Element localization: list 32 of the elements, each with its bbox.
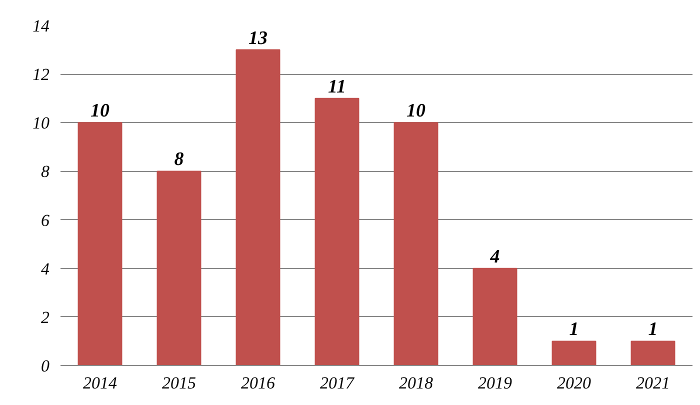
y-tick-label: 12: [32, 65, 50, 84]
x-tick-label: 2020: [557, 374, 592, 392]
data-label: 1: [569, 319, 579, 340]
bar: [78, 122, 122, 366]
x-tick-label: 2018: [399, 374, 434, 392]
x-tick-label: 2019: [478, 374, 512, 392]
y-tick-label: 2: [41, 308, 50, 327]
bar: [236, 49, 280, 366]
y-tick-label: 4: [41, 259, 50, 278]
y-tick-label: 0: [41, 356, 50, 376]
x-tick-label: 2015: [162, 374, 196, 392]
data-label: 13: [248, 28, 268, 49]
data-label: 10: [406, 100, 426, 122]
data-label: 10: [90, 100, 110, 122]
y-tick-label: 10: [32, 114, 50, 133]
data-label: 1: [648, 319, 658, 340]
data-label: 11: [328, 76, 346, 98]
bar: [472, 268, 518, 366]
bar: [394, 122, 438, 366]
bar: [630, 340, 676, 366]
x-tick-label: 2014: [83, 374, 118, 392]
y-tick-label: 6: [41, 210, 50, 230]
x-tick-label: 2021: [636, 374, 670, 392]
y-tick-label: 14: [32, 16, 50, 36]
bar: [156, 170, 202, 366]
bar: [552, 340, 596, 366]
data-label: 8: [174, 149, 184, 170]
bar: [314, 98, 360, 366]
y-tick-label: 8: [41, 162, 50, 182]
data-label: 4: [489, 246, 500, 268]
x-tick-label: 2017: [320, 374, 356, 392]
x-tick-label: 2016: [241, 374, 276, 392]
